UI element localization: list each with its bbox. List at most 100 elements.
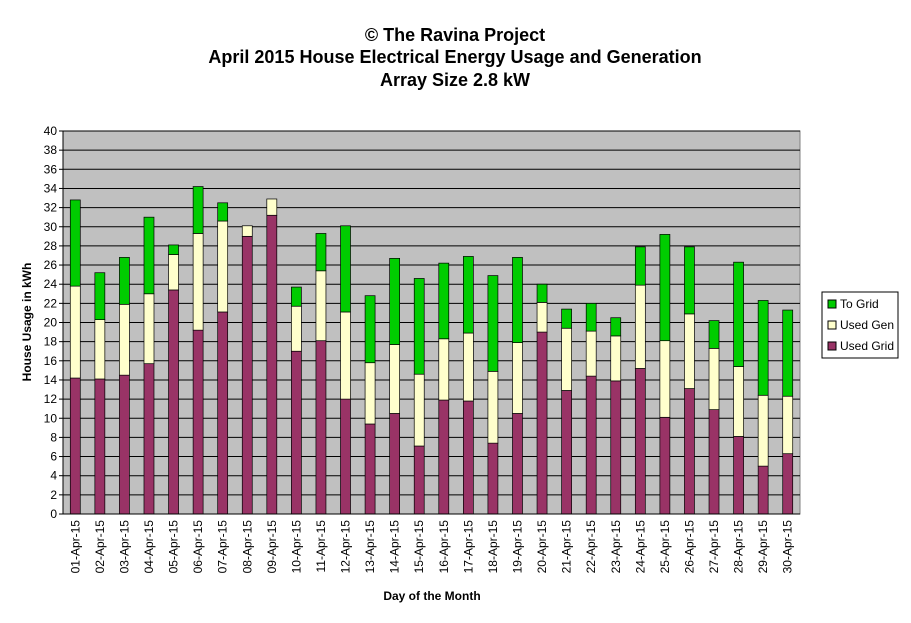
bar-segment (438, 262, 450, 340)
bar-segment (659, 340, 671, 418)
bar-segment (782, 309, 794, 397)
bar-segment (733, 366, 744, 437)
bar-segment (315, 340, 327, 515)
y-tick-label: 14 (44, 373, 58, 387)
chart-title: © The Ravina Project (365, 25, 545, 45)
bar-segment (69, 285, 81, 379)
y-tick-label: 40 (44, 124, 58, 138)
bar-segment (708, 320, 720, 349)
y-tick-label: 6 (50, 450, 57, 464)
y-tick-label: 18 (44, 335, 58, 349)
y-tick-label: 20 (44, 316, 58, 330)
bar-segment (192, 233, 204, 331)
chart-subtitle: April 2015 House Electrical Energy Usage… (208, 47, 701, 67)
x-tick-label: 04-Apr-15 (142, 520, 156, 574)
x-tick-label: 06-Apr-15 (191, 520, 205, 574)
bar-segment (291, 286, 302, 307)
x-tick-label: 23-Apr-15 (609, 520, 623, 574)
x-tick-label: 11-Apr-15 (314, 520, 328, 573)
x-tick-label: 02-Apr-15 (93, 520, 107, 574)
x-tick-label: 13-Apr-15 (363, 520, 377, 574)
bar-segment (291, 350, 302, 515)
bar-segment (389, 344, 400, 414)
bar-segment (782, 395, 794, 455)
bar-segment (684, 313, 695, 389)
bar-segment (659, 234, 671, 342)
bar-segment (340, 398, 351, 515)
legend-swatch (827, 320, 837, 330)
bar-segment (487, 370, 499, 444)
bar-segment (487, 442, 499, 515)
x-tick-label: 16-Apr-15 (437, 520, 451, 574)
bar-segment (634, 284, 646, 369)
y-tick-label: 24 (44, 277, 58, 291)
bar-segment (561, 327, 572, 391)
bar-segment (143, 216, 155, 295)
bar-segment (536, 331, 548, 515)
y-tick-label: 32 (44, 201, 58, 215)
legend-label: Used Gen (840, 318, 894, 332)
x-tick-label: 07-Apr-15 (216, 520, 230, 574)
bar-segment (217, 202, 229, 222)
bar-segment (684, 388, 695, 515)
x-tick-label: 05-Apr-15 (167, 520, 181, 574)
bar-segment (733, 436, 744, 515)
y-tick-label: 34 (44, 181, 58, 195)
x-tick-label: 14-Apr-15 (388, 520, 402, 574)
bar-segment (438, 338, 450, 401)
bar-segment (536, 302, 548, 333)
x-tick-label: 25-Apr-15 (658, 520, 672, 574)
bar-segment (143, 293, 155, 365)
x-tick-label: 24-Apr-15 (633, 520, 647, 574)
bar-segment (413, 445, 425, 515)
bar-segment (512, 413, 523, 515)
bar-segment (94, 319, 106, 380)
x-tick-label: 17-Apr-15 (461, 520, 475, 574)
bar-segment (94, 378, 106, 515)
bar-segment (634, 246, 646, 286)
bar-segment (463, 400, 474, 515)
bar-segment (585, 375, 597, 515)
x-tick-label: 01-Apr-15 (68, 520, 82, 574)
x-tick-label: 27-Apr-15 (707, 520, 721, 574)
x-tick-label: 19-Apr-15 (510, 520, 524, 574)
bar-segment (364, 362, 376, 425)
bar-segment (291, 305, 302, 352)
bar-segment (266, 214, 278, 515)
bar-segment (757, 394, 769, 467)
bar-segment (561, 390, 572, 515)
y-axis-title: House Usage in kWh (20, 263, 34, 382)
bar-segment (610, 335, 622, 382)
bar-segment (512, 342, 523, 414)
bar-segment (217, 220, 229, 313)
bar-segment (143, 363, 155, 515)
bar-segment (241, 235, 253, 515)
x-tick-label: 30-Apr-15 (781, 520, 795, 574)
bar-segment (217, 311, 229, 515)
bar-segment (168, 244, 179, 255)
bar-segment (69, 199, 81, 287)
y-tick-label: 2 (50, 488, 57, 502)
x-axis-title: Day of the Month (383, 589, 480, 603)
bar-segment (192, 186, 204, 234)
bar-segment (634, 368, 646, 515)
bar-segment (610, 317, 622, 337)
x-tick-label: 28-Apr-15 (732, 520, 746, 574)
bar-segment (94, 272, 106, 320)
bar-segment (168, 254, 179, 291)
bar-segment (536, 283, 548, 303)
bar-segment (168, 289, 179, 515)
bar-segment (757, 300, 769, 396)
x-tick-label: 08-Apr-15 (240, 520, 254, 574)
legend-swatch (827, 299, 837, 309)
bar-segment (315, 270, 327, 342)
y-tick-label: 38 (44, 143, 58, 157)
bar-segment (733, 261, 744, 367)
bar-segment (463, 332, 474, 402)
bar-segment (266, 198, 278, 216)
bar-segment (782, 453, 794, 515)
bar-segment (610, 380, 622, 515)
bar-segment (561, 308, 572, 329)
y-tick-label: 30 (44, 220, 58, 234)
